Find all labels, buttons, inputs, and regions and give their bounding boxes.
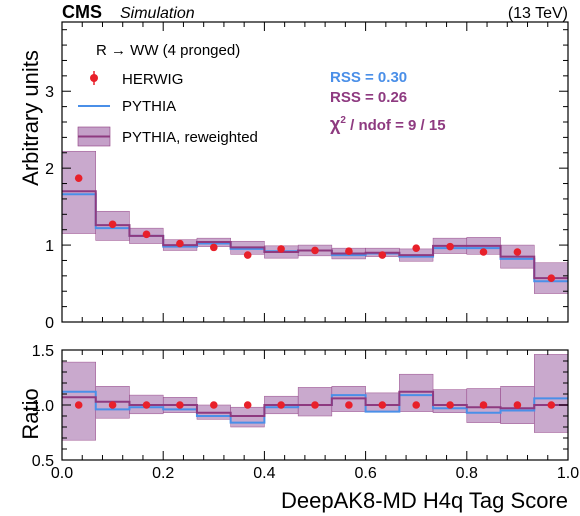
ratio-herwig-point-8: [345, 401, 353, 409]
main-step-layer: [62, 190, 568, 283]
main-herwig-point-12: [479, 248, 488, 256]
main-herwig-point-1: [108, 220, 117, 229]
rss-reweighted-text: RSS = 0.26: [330, 89, 407, 106]
ratio-y-tick-label: 0.5: [32, 453, 54, 470]
ratio-reweighted-band-14: [533, 354, 569, 433]
ratio-herwig-point-13: [513, 401, 522, 409]
main-pythia-reweighted-step-line: [62, 190, 568, 280]
legend-pythia-label: PYTHIA: [122, 98, 176, 115]
energy-label: (13 TeV): [508, 5, 568, 22]
main-herwig-point-0: [74, 174, 83, 182]
x-tick-label: 1.0: [557, 465, 579, 482]
ratio-herwig-point-1: [108, 401, 117, 409]
main-herwig-point-2: [142, 230, 151, 239]
ratio-y-tick-label: 1.0: [32, 398, 54, 415]
ratio-herwig-point-0: [74, 401, 83, 409]
ratio-herwig-point-9: [378, 401, 387, 409]
main-herwig-point-6: [277, 245, 285, 253]
main-herwig-point-11: [446, 242, 454, 251]
ratio-herwig-point-12: [479, 401, 488, 409]
ratio-reweighted-band-7: [297, 387, 333, 417]
main-y-tick-label: 1: [45, 238, 54, 255]
main-herwig-point-10: [412, 244, 421, 252]
legend-herwig-label: HERWIG: [122, 71, 183, 88]
cms-label: CMS: [62, 2, 102, 22]
x-axis-label: DeepAK8-MD H4q Tag Score: [281, 488, 568, 513]
ratio-herwig-point-4: [210, 401, 218, 409]
ratio-reweighted-band-0: [61, 361, 97, 441]
ratio-axes: 0.5 1.0 1.5 0.0 0.2 0.4 0.6 0.8 1.0: [32, 343, 579, 482]
x-tick-label: 0.8: [456, 465, 478, 482]
ratio-reweighted-band-5: [230, 406, 265, 428]
simulation-label: Simulation: [120, 5, 195, 22]
ratio-herwig-point-10: [412, 401, 421, 409]
legend-herwig-marker: [90, 71, 98, 85]
chi2-text: χ2 / ndof = 9 / 15: [330, 114, 446, 134]
main-herwig-point-13: [513, 248, 522, 256]
ratio-point-layer: [74, 401, 556, 409]
x-tick-label: 0.0: [51, 465, 73, 482]
main-herwig-point-8: [345, 247, 353, 256]
main-herwig-point-7: [311, 246, 319, 255]
main-herwig-point-3: [176, 239, 184, 248]
ratio-band-layer: [61, 354, 569, 441]
main-y-tick-label: 2: [45, 161, 54, 178]
ratio-y-tick-label: 1.5: [32, 343, 54, 360]
main-band-layer: [61, 150, 569, 294]
main-point-layer: [74, 174, 556, 282]
x-tick-label: 0.2: [152, 465, 174, 482]
main-herwig-point-14: [547, 274, 556, 282]
x-tick-label: 0.6: [354, 465, 376, 482]
main-y-axis-label: Arbitrary units: [18, 50, 43, 186]
ratio-herwig-point-3: [176, 401, 184, 409]
main-herwig-point-4: [210, 243, 218, 252]
ratio-herwig-point-2: [142, 401, 151, 409]
x-tick-label: 0.4: [253, 465, 275, 482]
main-herwig-point-9: [378, 251, 387, 259]
legend-title: R → WW (4 pronged): [96, 42, 240, 59]
main-axes: 0 1 2 3: [45, 21, 569, 332]
main-herwig-point-5: [243, 251, 252, 259]
ratio-herwig-point-14: [547, 401, 556, 409]
main-y-tick-label: 0: [45, 315, 54, 332]
ratio-herwig-point-6: [277, 401, 285, 409]
ratio-herwig-point-11: [446, 401, 454, 409]
ratio-y-axis-label: Ratio: [18, 388, 43, 439]
ratio-herwig-point-5: [243, 401, 252, 409]
main-y-tick-label: 3: [45, 84, 54, 101]
rss-pythia-text: RSS = 0.30: [330, 69, 407, 86]
ratio-herwig-point-7: [311, 401, 319, 409]
legend-pythia-reweighted-label: PYTHIA, reweighted: [122, 129, 258, 146]
legend: R → WW (4 pronged) HERWIG PYTHIA PYTHIA,…: [77, 42, 258, 147]
main-reweighted-band-0: [61, 150, 97, 234]
main-frame: [61, 21, 569, 323]
